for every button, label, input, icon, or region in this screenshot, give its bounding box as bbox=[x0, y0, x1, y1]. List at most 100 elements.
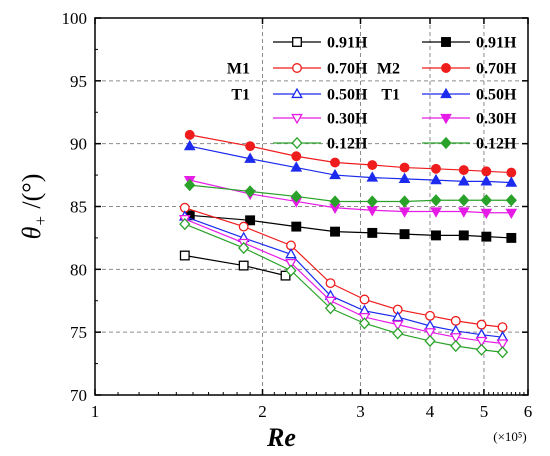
series-line bbox=[189, 134, 512, 174]
data-point bbox=[449, 333, 462, 344]
data-point bbox=[441, 63, 451, 73]
data-point bbox=[291, 221, 302, 232]
legend-item: 0.91H bbox=[273, 35, 368, 52]
x-tick-label: 6 bbox=[524, 402, 533, 421]
data-point bbox=[179, 217, 191, 231]
data-point bbox=[506, 232, 517, 243]
data-point bbox=[480, 194, 492, 207]
data-point bbox=[324, 296, 337, 308]
series-line bbox=[189, 145, 512, 184]
data-point bbox=[184, 129, 195, 140]
y-tick-label: 95 bbox=[70, 72, 87, 91]
data-point bbox=[366, 171, 379, 182]
legend-item: 0.70H bbox=[422, 61, 517, 78]
data-point bbox=[481, 231, 492, 242]
legend-label: 0.30H bbox=[476, 111, 517, 128]
data-point bbox=[285, 264, 297, 277]
data-point bbox=[245, 141, 256, 152]
data-point bbox=[179, 250, 190, 261]
x-tick-label: 1 bbox=[91, 402, 100, 421]
x-tick-label: 2 bbox=[258, 402, 267, 421]
data-point bbox=[450, 339, 462, 353]
x-tick-label: 5 bbox=[480, 402, 489, 421]
data-point bbox=[291, 113, 303, 125]
data-point bbox=[244, 185, 256, 198]
y-tick-label: 85 bbox=[70, 198, 87, 217]
legend-label: 0.91H bbox=[327, 35, 368, 52]
legend-label: 0.91H bbox=[476, 35, 517, 52]
data-point bbox=[398, 172, 411, 183]
series-line bbox=[184, 218, 503, 345]
data-point bbox=[475, 343, 488, 356]
data-point bbox=[505, 176, 518, 187]
series-line bbox=[189, 184, 512, 203]
data-point bbox=[238, 221, 249, 232]
x-axis-title: Re bbox=[266, 423, 296, 452]
x-multiplier-label: (×10⁵) bbox=[493, 429, 527, 444]
data-point bbox=[457, 175, 470, 186]
series-layer bbox=[178, 129, 518, 359]
legend-group-label: M2 bbox=[377, 61, 400, 78]
legend-item: 0.12H bbox=[273, 136, 368, 153]
data-point bbox=[392, 327, 404, 340]
y-tick-label: 75 bbox=[70, 323, 87, 342]
data-point bbox=[431, 230, 441, 241]
series-line bbox=[189, 179, 512, 214]
legend: 0.91H 0.91H 0.70H 0.70H 0.50H 0.50H 0.30H 0.30H… bbox=[227, 35, 517, 153]
series-line bbox=[184, 223, 503, 353]
data-point bbox=[183, 139, 196, 151]
data-point bbox=[424, 328, 436, 339]
legend-item: 0.70H bbox=[273, 61, 368, 78]
data-point bbox=[290, 190, 302, 203]
data-point bbox=[430, 207, 442, 218]
y-tick-label: 80 bbox=[70, 260, 87, 279]
legend-item: 0.91H bbox=[422, 35, 517, 52]
legend-group-label: M1 bbox=[227, 61, 250, 78]
legend-item: 0.12H bbox=[422, 136, 517, 153]
data-point bbox=[244, 152, 256, 163]
data-point bbox=[291, 87, 303, 99]
data-point bbox=[285, 258, 297, 270]
data-point bbox=[457, 207, 470, 218]
data-point bbox=[366, 195, 378, 208]
data-point bbox=[399, 229, 410, 240]
data-point bbox=[497, 322, 508, 333]
series-2 bbox=[179, 202, 508, 333]
data-point bbox=[291, 151, 302, 162]
series-8 bbox=[179, 217, 509, 359]
data-point bbox=[290, 161, 303, 172]
data-point bbox=[391, 320, 404, 331]
data-point bbox=[458, 230, 469, 241]
data-point bbox=[366, 206, 379, 217]
legend-item: 0.50H bbox=[273, 87, 368, 104]
data-point bbox=[505, 194, 517, 207]
data-point bbox=[450, 315, 461, 326]
data-point bbox=[496, 339, 509, 350]
data-point bbox=[481, 166, 492, 177]
series-line bbox=[184, 215, 503, 338]
data-point bbox=[291, 136, 303, 150]
data-point bbox=[391, 310, 404, 322]
series-9 bbox=[184, 179, 517, 208]
x-tick-label: 3 bbox=[356, 402, 365, 421]
legend-group-label: T1 bbox=[381, 87, 400, 104]
data-point bbox=[441, 37, 451, 47]
legend-item: 0.30H bbox=[273, 111, 368, 128]
series-line bbox=[184, 254, 286, 277]
y-axis-title: θ+ /(°) bbox=[17, 174, 50, 240]
data-point bbox=[330, 226, 340, 237]
data-point bbox=[367, 227, 378, 238]
data-point bbox=[280, 270, 291, 281]
data-point bbox=[329, 195, 341, 208]
y-title-subscript: + bbox=[31, 215, 50, 226]
data-point bbox=[430, 194, 442, 207]
data-point bbox=[398, 207, 411, 218]
data-point bbox=[292, 37, 302, 47]
data-point bbox=[440, 87, 452, 99]
data-point bbox=[425, 310, 435, 321]
legend-item: 0.50H bbox=[422, 87, 517, 104]
data-point bbox=[324, 302, 337, 315]
y-tick-label: 90 bbox=[70, 135, 87, 154]
data-point bbox=[358, 304, 371, 315]
